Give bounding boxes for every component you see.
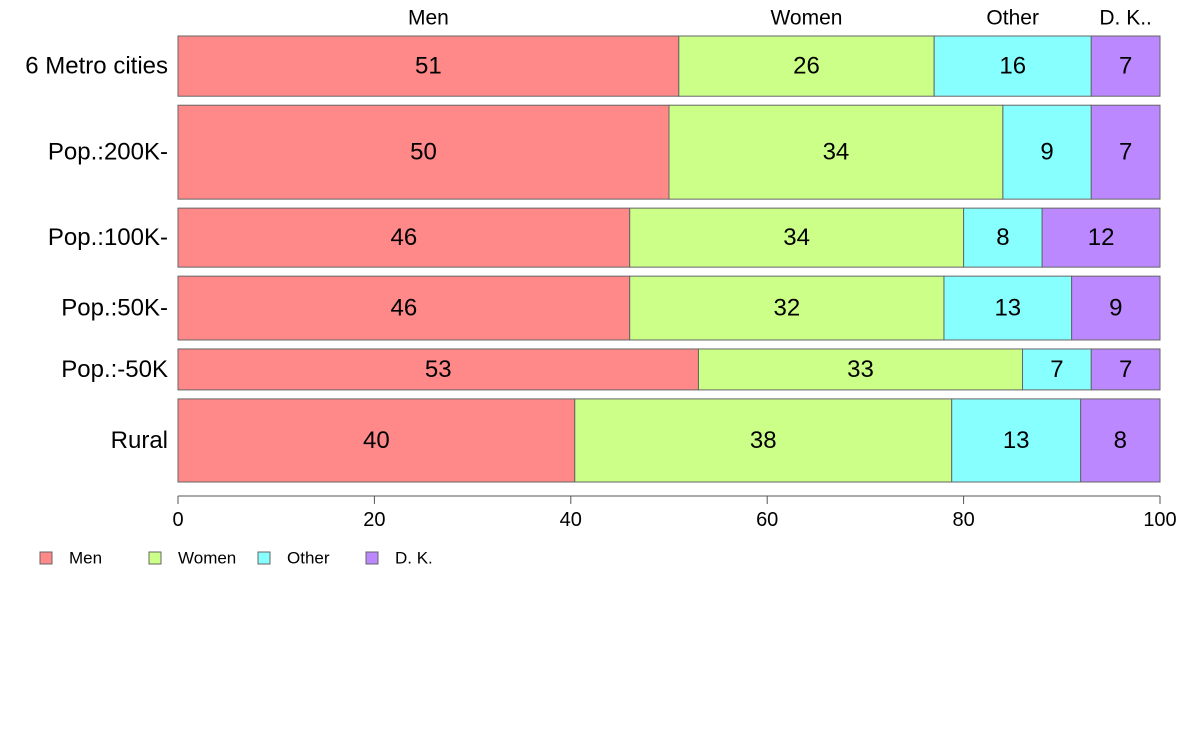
data-label: 40 xyxy=(363,427,390,454)
bar-segment xyxy=(1080,398,1161,483)
bar-segment xyxy=(177,207,631,268)
data-label: 32 xyxy=(773,295,800,322)
series-top-label: D. K.. xyxy=(1099,7,1152,30)
data-label: 53 xyxy=(425,356,452,383)
legend-label: Men xyxy=(69,549,102,568)
data-label: 46 xyxy=(391,295,418,322)
data-label: 7 xyxy=(1119,356,1132,383)
data-label: 33 xyxy=(847,356,874,383)
category-label: Pop.:200K- xyxy=(48,139,168,166)
data-label: 51 xyxy=(415,53,442,80)
x-tick-label: 60 xyxy=(756,509,778,531)
category-label: 6 Metro cities xyxy=(25,53,168,80)
series-top-label: Men xyxy=(408,7,449,30)
bar-segment xyxy=(1090,348,1161,391)
data-label: 13 xyxy=(1003,427,1030,454)
bar-segment xyxy=(177,275,631,341)
data-label: 13 xyxy=(994,295,1021,322)
data-label: 9 xyxy=(1109,295,1122,322)
bar-segment xyxy=(1022,348,1092,391)
data-label: 7 xyxy=(1050,356,1063,383)
legend-label: Other xyxy=(287,549,330,568)
legend-swatch xyxy=(148,551,162,565)
legend-label: Women xyxy=(178,549,236,568)
data-label: 34 xyxy=(823,139,850,166)
data-label: 7 xyxy=(1119,53,1132,80)
category-label: Pop.:100K- xyxy=(48,224,168,251)
bar-segment xyxy=(678,35,935,97)
data-label: 26 xyxy=(793,53,820,80)
bar-segment xyxy=(933,35,1092,97)
x-tick-label: 40 xyxy=(560,509,582,531)
data-label: 12 xyxy=(1088,224,1115,251)
data-label: 38 xyxy=(750,427,777,454)
x-tick-label: 20 xyxy=(363,509,385,531)
bar-segment xyxy=(951,398,1082,483)
data-label: 8 xyxy=(996,224,1009,251)
data-label: 9 xyxy=(1040,139,1053,166)
legend-swatch xyxy=(257,551,271,565)
bar-segment xyxy=(177,104,670,200)
bar-segment xyxy=(1002,104,1092,200)
bar-segment xyxy=(629,275,945,341)
data-label: 8 xyxy=(1114,427,1127,454)
data-label: 34 xyxy=(783,224,810,251)
bar-segment xyxy=(177,398,576,483)
category-label: Rural xyxy=(111,427,168,454)
series-top-label: Women xyxy=(770,7,842,30)
category-label: Pop.:-50K xyxy=(61,356,168,383)
bar-segment xyxy=(1090,35,1161,97)
bar-segment xyxy=(177,35,680,97)
series-top-label: Other xyxy=(986,7,1039,30)
bar-segment xyxy=(177,348,699,391)
category-label: Pop.:50K- xyxy=(61,295,168,322)
bar-segment xyxy=(1090,104,1161,200)
legend-label: D. K. xyxy=(395,549,433,568)
bar-segment xyxy=(574,398,953,483)
bar-segment xyxy=(629,207,965,268)
data-label: 7 xyxy=(1119,139,1132,166)
bar-segment xyxy=(668,104,1004,200)
legend-swatch xyxy=(365,551,379,565)
x-tick-label: 80 xyxy=(952,509,974,531)
legend-swatch xyxy=(39,551,53,565)
data-label: 50 xyxy=(410,139,437,166)
x-tick-label: 100 xyxy=(1143,509,1176,531)
data-label: 16 xyxy=(999,53,1026,80)
bar-segment xyxy=(697,348,1024,391)
x-tick-label: 0 xyxy=(172,509,183,531)
data-label: 46 xyxy=(391,224,418,251)
bar-segment xyxy=(1041,207,1161,268)
bar-segment xyxy=(1071,275,1161,341)
